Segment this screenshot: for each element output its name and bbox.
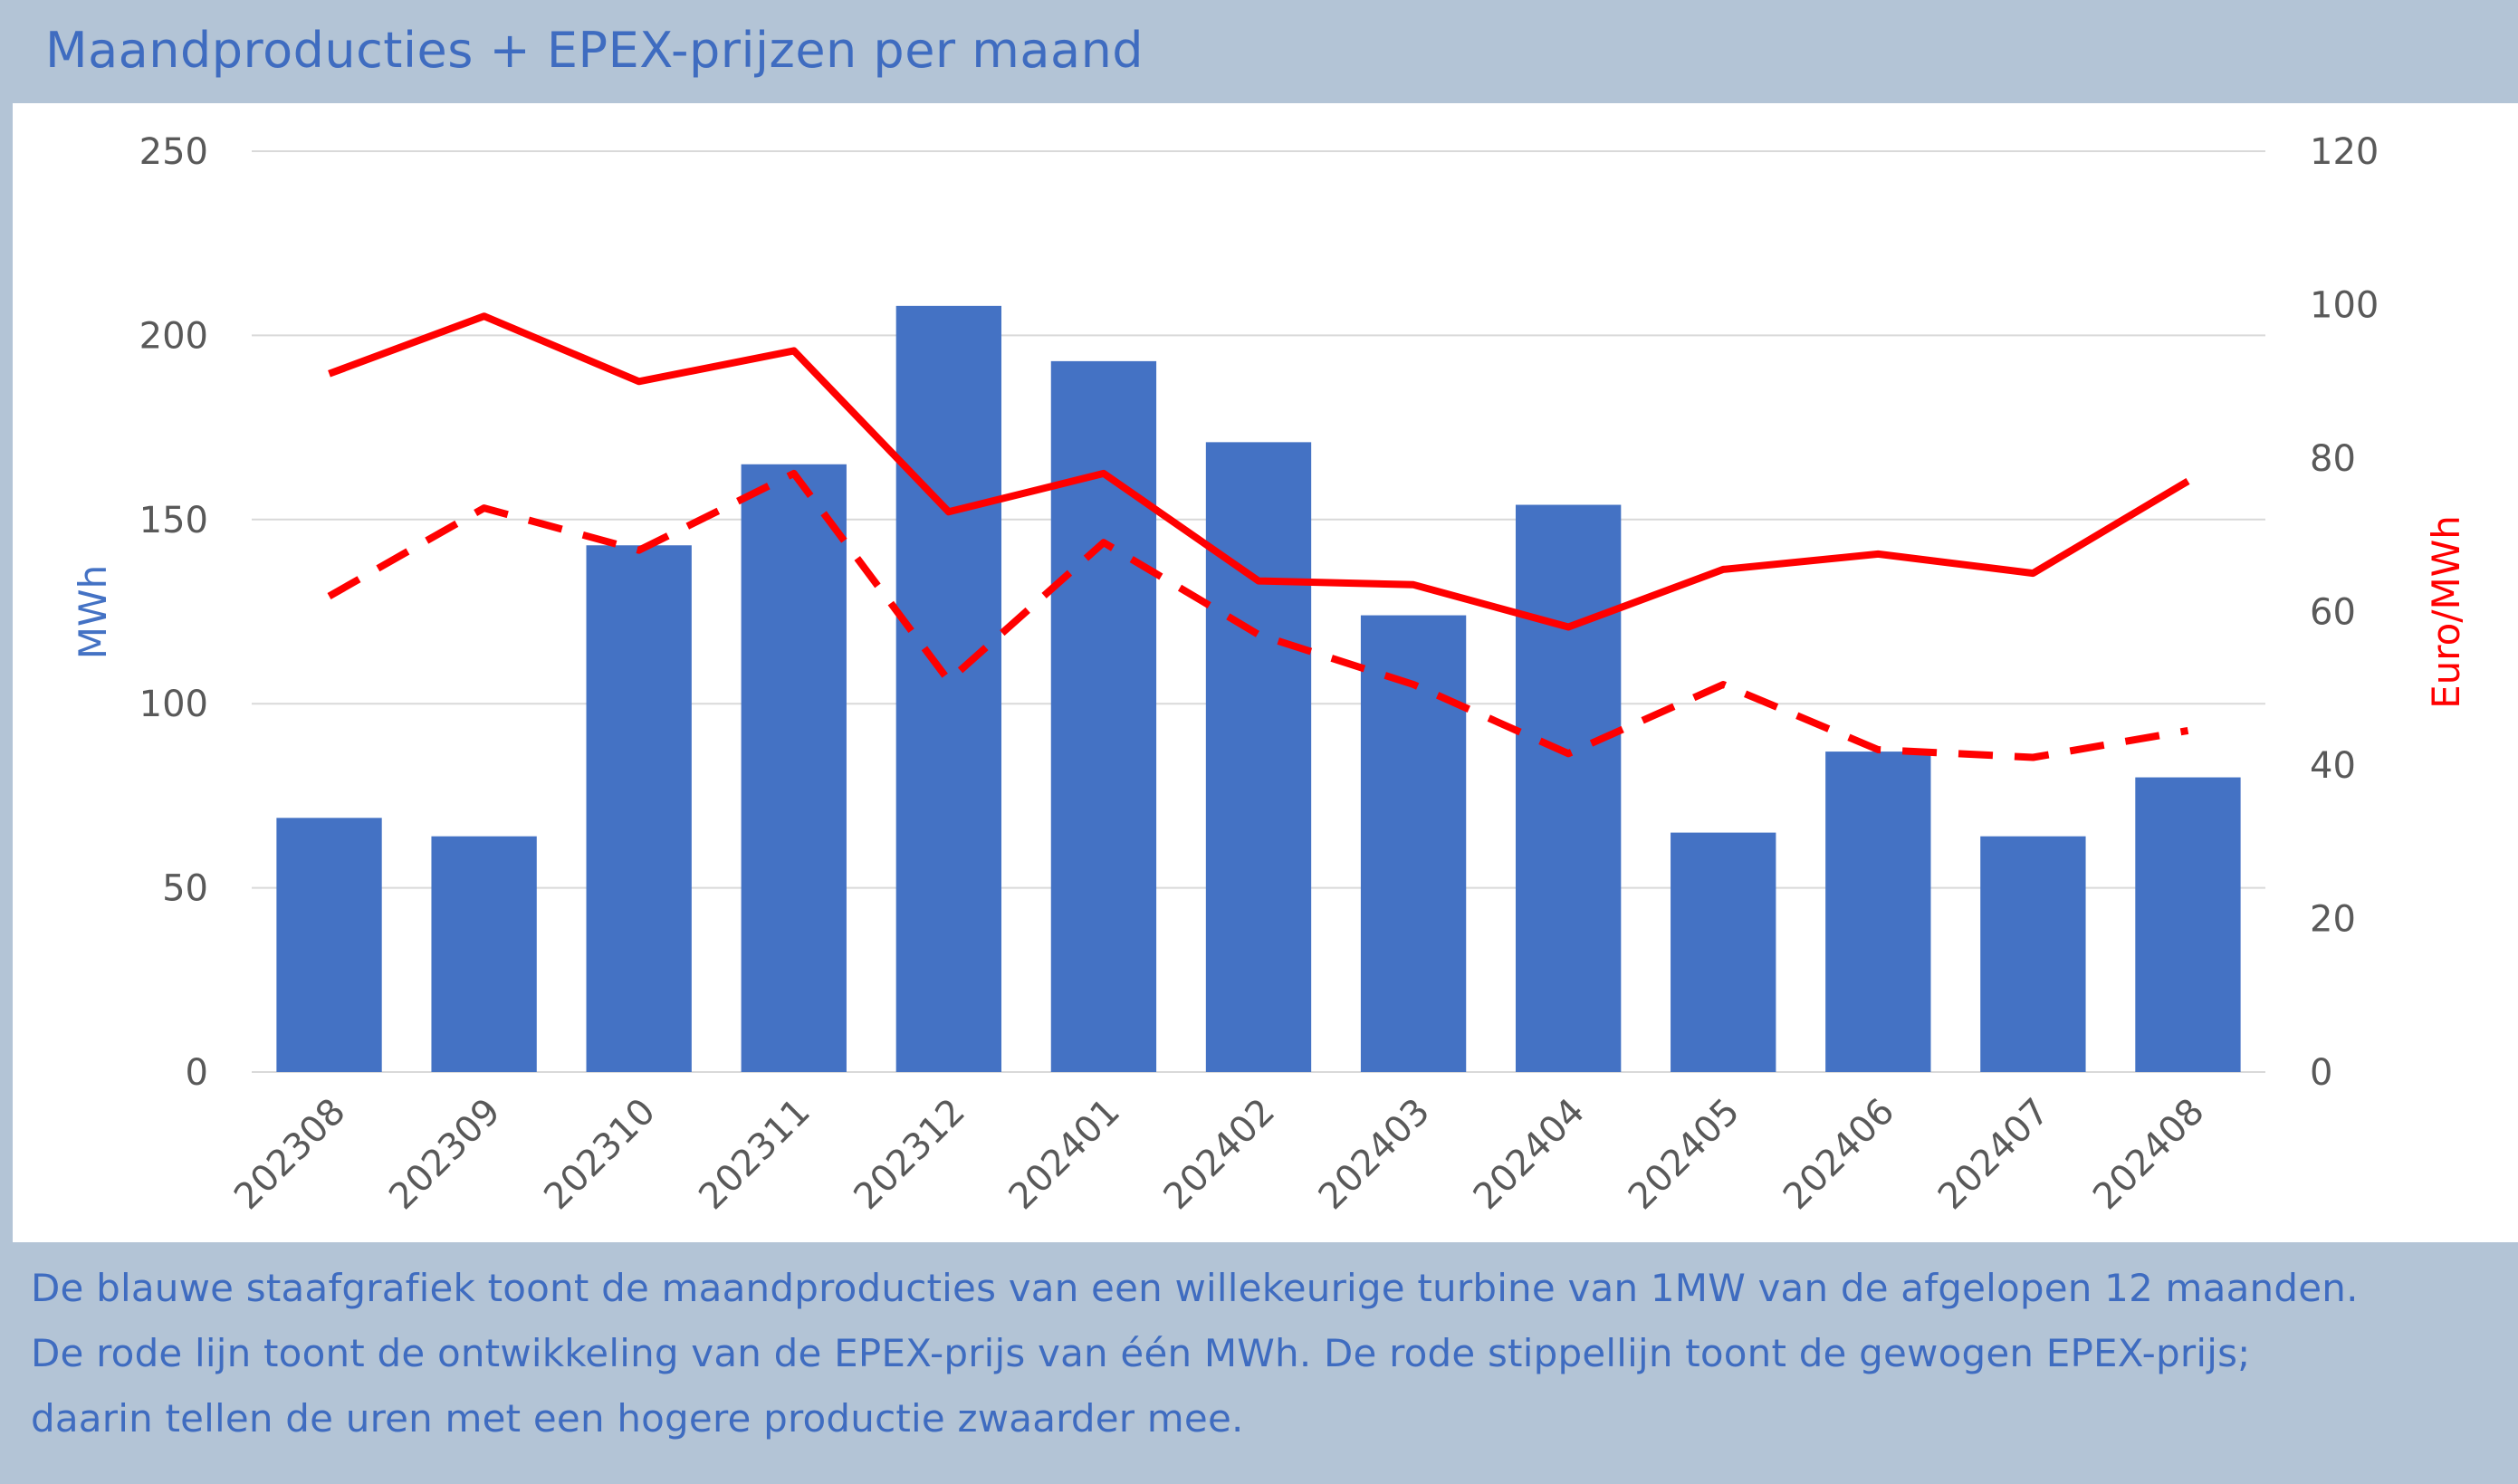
right-tick-label: 60 [2310,592,2356,634]
line-series [327,312,2190,761]
right-tick-label: 120 [2310,131,2379,173]
bar [1825,752,1931,1072]
right-axis-ticks: 0 20 40 60 80 100 120 [2310,131,2379,1094]
x-tick-label: 202405 [1621,1091,1748,1219]
description-line-3: daarin tellen de uren met een hogere pro… [31,1396,1244,1441]
x-tick-label: 202312 [846,1091,973,1219]
chart-header: Maandproducties + EPEX-prijzen per maand [0,0,2518,103]
chart-title: Maandproducties + EPEX-prijzen per maand [45,22,1144,79]
bar [895,305,1002,1072]
right-tick-label: 40 [2310,745,2356,787]
x-tick-label: 202311 [691,1091,819,1219]
x-tick-label: 202401 [1000,1091,1128,1219]
chart-description: De blauwe staafgrafiek toont de maandpro… [0,1242,2518,1484]
x-tick-label: 202310 [536,1091,664,1219]
right-axis-title: Euro/MWh [2424,515,2468,709]
bar [431,836,537,1072]
bar-series [276,305,2241,1073]
weighted-price-line [327,469,2189,761]
bar [276,818,382,1072]
right-tick-label: 80 [2310,438,2356,480]
left-tick-label: 100 [139,684,208,725]
bar [1515,504,1622,1072]
x-tick-label: 202407 [1930,1091,2058,1219]
x-tick-label: 202309 [381,1091,509,1219]
bar [1360,615,1467,1072]
left-axis-title: MWh [71,565,115,659]
x-tick-label: 202308 [226,1091,354,1219]
description-line-1: De blauwe staafgrafiek toont de maandpro… [31,1266,2359,1310]
bar [1980,836,2086,1072]
bar [1050,360,1157,1073]
right-tick-label: 20 [2310,899,2356,941]
left-tick-label: 250 [139,131,208,173]
right-tick-label: 100 [2310,285,2379,327]
left-axis-ticks: 0 50 100 150 200 250 [139,131,208,1094]
chart-panel: 0 50 100 150 200 250 0 20 40 60 80 100 120 202308 20… [13,103,2518,1242]
bar [741,464,847,1072]
left-tick-label: 150 [139,500,208,541]
bar [2135,777,2241,1072]
right-tick-label: 0 [2310,1052,2332,1094]
x-tick-label: 202402 [1156,1091,1284,1219]
description-line-2: De rode lijn toont de ontwikkeling van d… [31,1331,2251,1375]
x-tick-label: 202403 [1311,1091,1439,1219]
x-tick-label: 202408 [2085,1091,2213,1219]
bar [586,545,692,1072]
x-tick-label: 202406 [1776,1091,1903,1219]
left-tick-label: 200 [139,315,208,357]
price-line [328,312,2190,631]
x-axis-ticks: 202308 202309 202310 202311 202312 202401 2024… [226,1091,2212,1219]
left-tick-label: 50 [162,868,208,910]
bar [1205,442,1312,1072]
bar [1671,832,1776,1072]
left-tick-label: 0 [186,1052,208,1094]
x-tick-label: 202404 [1466,1091,1594,1219]
